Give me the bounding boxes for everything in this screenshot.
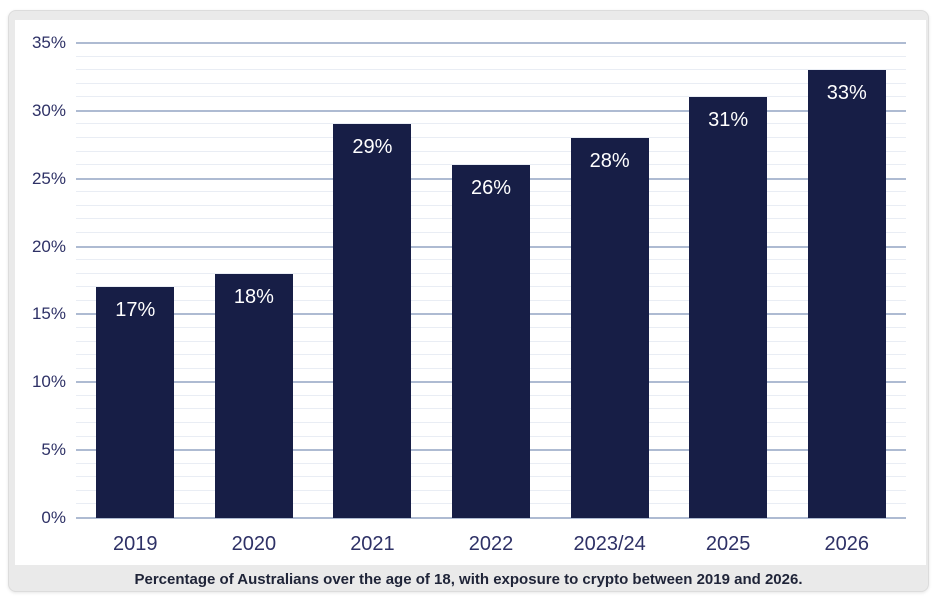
gridline-minor [76, 150, 906, 152]
chart-card: 0% 5% 10% 15% 20% 25% 30% 35% 17% 18% 29% 26% 28% 31… [15, 20, 926, 565]
gridline-minor [76, 69, 906, 71]
bar-value-label: 33% [826, 82, 867, 105]
plot-area: 17% 18% 29% 26% 28% 31% 33% [76, 42, 906, 519]
gridline-minor [76, 82, 906, 84]
bar-value-label: 31% [708, 109, 749, 132]
y-tick-label: 35% [31, 33, 66, 52]
gridline-minor [76, 137, 906, 138]
gridline-minor [76, 123, 906, 125]
gridline-major [76, 42, 906, 44]
bar-slot-2021: 29% [313, 43, 432, 518]
bar-value-label: 29% [352, 136, 393, 159]
x-tick-label-2022: 2022 [468, 533, 514, 555]
x-tick-label-2023-24: 2023/24 [573, 533, 646, 555]
gridline-major [76, 517, 906, 519]
y-tick-label: 25% [31, 168, 66, 188]
x-tick-label-2021: 2021 [350, 533, 395, 555]
bar-slot-2023-24: 28% [550, 43, 669, 518]
y-tick-label: 20% [31, 236, 66, 256]
x-axis: 2019 2020 2021 2022 2023/24 2025 2026 [76, 528, 906, 560]
bar-slot-2022: 26% [432, 43, 551, 518]
bars-row: 17% 18% 29% 26% 28% 31% 33% [76, 43, 906, 518]
bar-2026: 33% [807, 70, 886, 518]
gridline-minor [76, 164, 906, 166]
gridline-minor [76, 96, 906, 98]
gridline-major [76, 109, 906, 112]
y-tick-label: 5% [41, 440, 66, 460]
bar-2022: 26% [452, 165, 531, 518]
bar-2021: 29% [333, 124, 412, 518]
bar-slot-2019: 17% [76, 43, 195, 518]
x-tick-label-2019: 2019 [113, 533, 158, 555]
chart-caption: Percentage of Australians over the age o… [134, 570, 803, 588]
x-tick-label-2026: 2026 [824, 533, 870, 555]
bar-value-label: 18% [233, 285, 274, 308]
bar-2023-24: 28% [570, 138, 649, 518]
bar-value-label: 17% [115, 299, 156, 322]
gridline-minor [76, 55, 906, 57]
bar-2019: 17% [96, 287, 175, 518]
y-tick-label: 0% [41, 508, 66, 527]
x-tick-label-2020: 2020 [231, 533, 277, 555]
bar-value-label: 28% [589, 150, 630, 172]
y-tick-label: 10% [31, 372, 66, 392]
bar-slot-2020: 18% [195, 43, 314, 518]
y-tick-label: 15% [31, 304, 66, 324]
figure-panel: 0% 5% 10% 15% 20% 25% 30% 35% 17% 18% 29% 26% 28% 31… [8, 10, 929, 592]
y-tick-label: 30% [31, 100, 66, 120]
bar-value-label: 26% [471, 177, 512, 200]
bar-2025: 31% [689, 97, 768, 518]
x-tick-label-2025: 2025 [705, 533, 751, 555]
y-axis: 0% 5% 10% 15% 20% 25% 30% 35% [15, 33, 66, 527]
bar-2020: 18% [214, 273, 293, 518]
bar-slot-2026: 33% [787, 43, 906, 518]
bar-slot-2025: 31% [669, 43, 788, 518]
